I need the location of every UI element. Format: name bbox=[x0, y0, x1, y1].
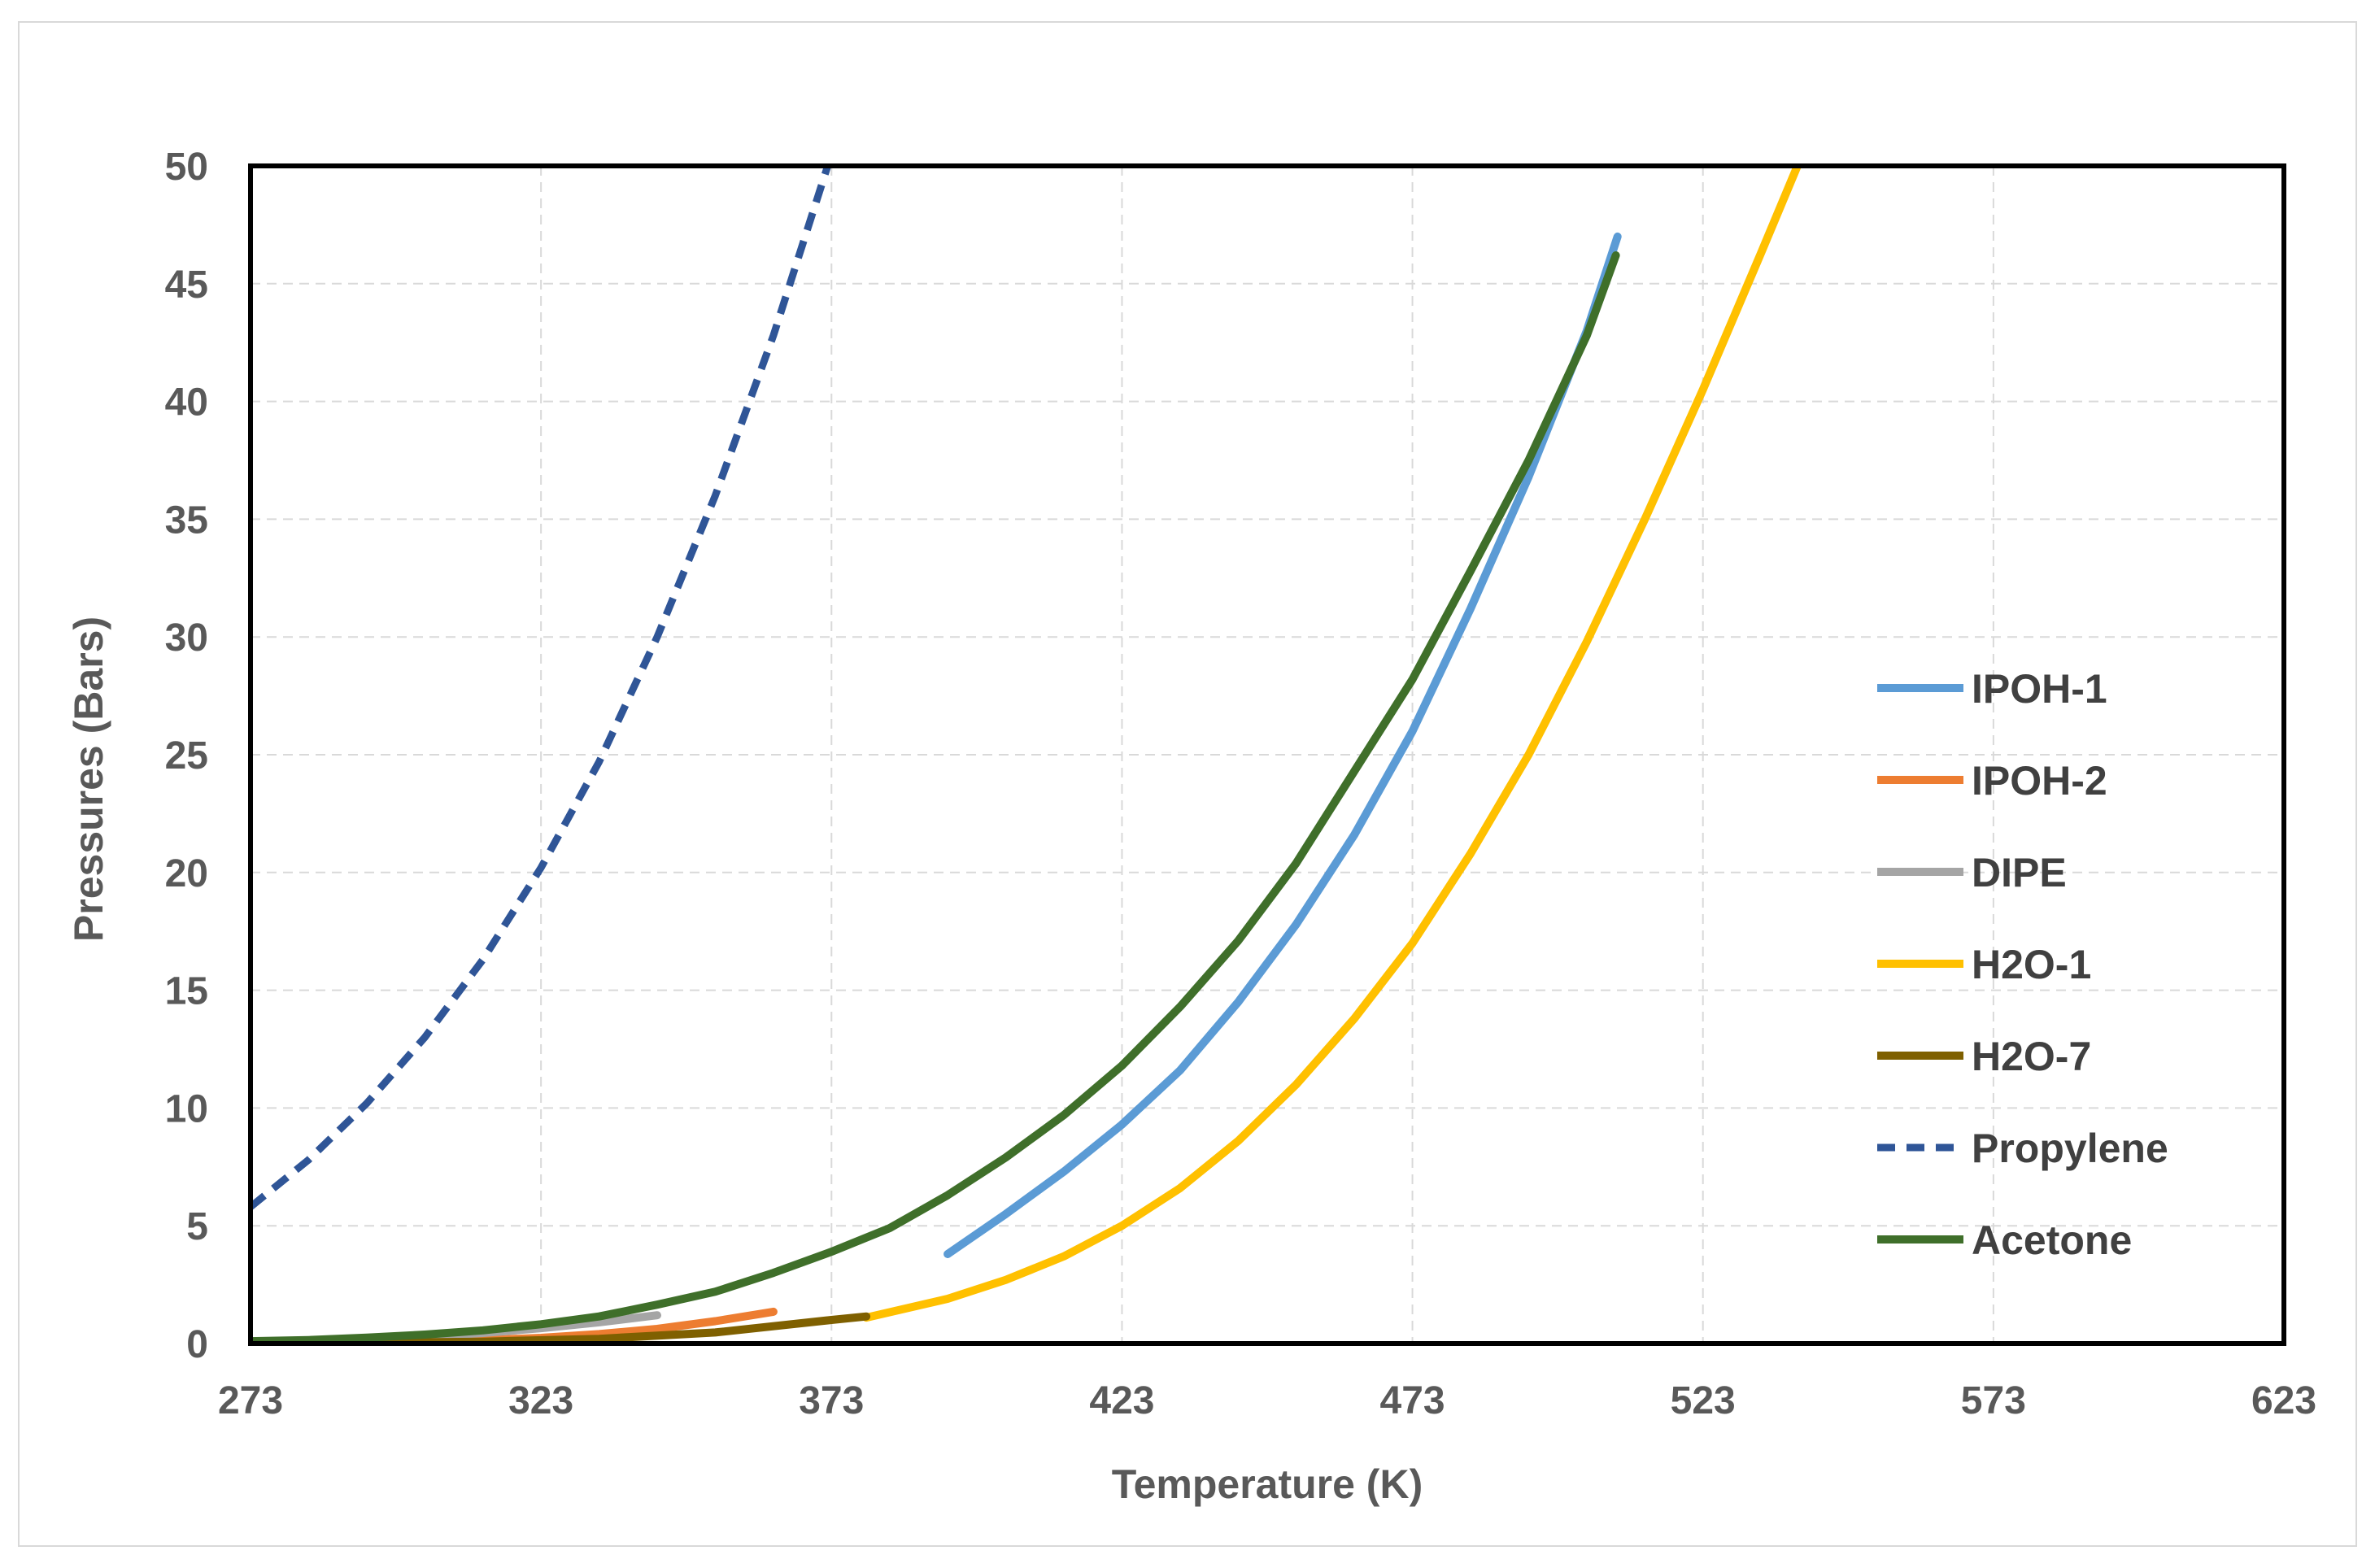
legend-label-ipoh-1: IPOH-1 bbox=[1972, 666, 2107, 712]
y-tick-label: 20 bbox=[165, 852, 208, 895]
y-tick-label: 40 bbox=[165, 381, 208, 425]
legend: IPOH-1 IPOH-2 DIPE H2O-1 H2O-7 Propylene Aceto… bbox=[1877, 666, 2168, 1263]
series-line-acetone bbox=[251, 251, 1620, 1344]
plot-border bbox=[248, 163, 2286, 1346]
x-tick-label: 573 bbox=[1961, 1379, 2026, 1422]
chart-frame bbox=[18, 21, 2357, 1547]
series-line-h2o-1 bbox=[862, 166, 1802, 1322]
legend-label-propylene: Propylene bbox=[1972, 1126, 2168, 1171]
x-tick-label: 373 bbox=[799, 1379, 864, 1422]
series-line-propylene bbox=[251, 166, 832, 1210]
y-tick-label: 30 bbox=[165, 616, 208, 660]
legend-label-dipe: DIPE bbox=[1972, 850, 2067, 895]
y-tick-label: 35 bbox=[165, 499, 208, 542]
y-tick-label: 50 bbox=[165, 146, 208, 189]
legend-label-h2o-7: H2O-7 bbox=[1972, 1034, 2091, 1079]
legend-label-acetone: Acetone bbox=[1972, 1217, 2132, 1263]
series-line-ipoh-1 bbox=[943, 232, 1622, 1258]
legend-label-ipoh-2: IPOH-2 bbox=[1972, 758, 2107, 804]
y-tick-labels: 0 5 10 15 20 25 30 35 40 45 50 bbox=[165, 146, 208, 1366]
x-tick-label: 323 bbox=[508, 1379, 573, 1422]
y-axis-title: Pressures (Bars) bbox=[66, 616, 111, 942]
y-tick-label: 15 bbox=[165, 970, 208, 1013]
plot-area bbox=[251, 166, 1802, 1344]
x-tick-label: 423 bbox=[1089, 1379, 1154, 1422]
legend-label-h2o-1: H2O-1 bbox=[1972, 942, 2091, 987]
x-tick-label: 523 bbox=[1671, 1379, 1736, 1422]
y-tick-label: 25 bbox=[165, 734, 208, 777]
x-tick-labels: 273 323 373 423 473 523 573 623 bbox=[218, 1379, 2316, 1422]
y-tick-label: 45 bbox=[165, 264, 208, 307]
x-axis-title: Temperature (K) bbox=[1112, 1461, 1423, 1507]
y-tick-label: 0 bbox=[186, 1323, 208, 1366]
y-tick-label: 5 bbox=[186, 1205, 208, 1248]
x-tick-label: 473 bbox=[1380, 1379, 1445, 1422]
y-tick-label: 10 bbox=[165, 1087, 208, 1130]
x-tick-label: 623 bbox=[2251, 1379, 2316, 1422]
x-tick-label: 273 bbox=[218, 1379, 283, 1422]
